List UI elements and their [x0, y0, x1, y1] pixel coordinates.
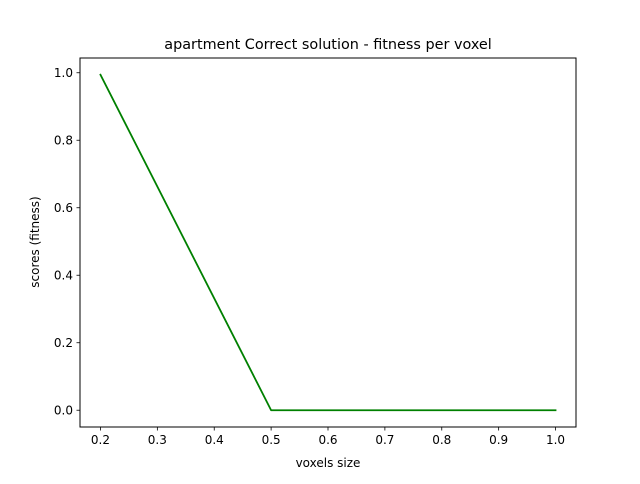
y-tick-label: 0.8 — [54, 134, 73, 148]
x-axis-label: voxels size — [296, 456, 361, 470]
x-tick-label: 0.9 — [489, 433, 508, 447]
y-tick-label: 0.4 — [54, 269, 73, 283]
x-tick-label: 0.7 — [375, 433, 394, 447]
chart-title: apartment Correct solution - fitness per… — [164, 37, 492, 53]
x-tick-label: 0.8 — [432, 433, 451, 447]
x-axis: 0.2 0.3 0.4 0.5 0.6 0.7 0.8 0.9 1.0 — [91, 427, 565, 447]
y-tick-label: 0.0 — [54, 404, 73, 418]
series-line-0 — [99, 73, 557, 412]
x-tick-label: 0.4 — [205, 433, 224, 447]
series-lines — [99, 73, 557, 412]
x-tick-label: 0.2 — [91, 433, 110, 447]
x-tick-label: 0.3 — [148, 433, 167, 447]
y-tick-label: 0.2 — [54, 336, 73, 350]
y-axis-label: scores (fitness) — [28, 196, 42, 287]
plot-frame — [79, 57, 577, 428]
y-tick-label: 0.6 — [54, 201, 73, 215]
y-tick-label: 1.0 — [54, 66, 73, 80]
x-tick-label: 0.5 — [262, 433, 281, 447]
y-axis: 0.0 0.2 0.4 0.6 0.8 1.0 — [54, 66, 80, 418]
x-tick-label: 1.0 — [546, 433, 565, 447]
x-tick-label: 0.6 — [318, 433, 337, 447]
